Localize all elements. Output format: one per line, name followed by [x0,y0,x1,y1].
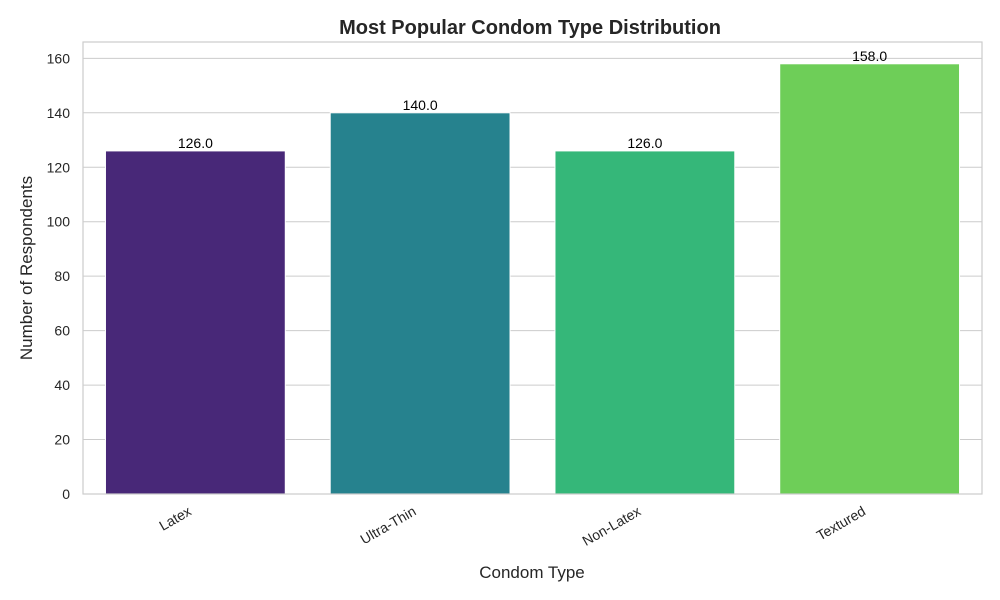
y-axis-label: Number of Respondents [17,176,36,360]
y-tick-label: 160 [47,50,71,66]
bar-ultra-thin [329,112,511,495]
bar-value-label: 126.0 [627,135,662,151]
x-tick-label: Non-Latex [579,503,643,549]
bar-textured [779,63,961,495]
bar-value-label: 126.0 [178,135,213,151]
y-tick-label: 120 [47,159,71,175]
plot-frame [82,41,983,495]
x-tick-labels: Latex Ultra-Thin Non-Latex Textured [156,503,868,549]
x-tick-label: Latex [156,503,194,534]
x-axis-label: Condom Type [479,563,585,582]
x-tick-label: Textured [814,503,869,544]
bar-value-label: 158.0 [852,48,887,64]
y-tick-label: 140 [47,105,71,121]
bar-value-labels: 126.0 140.0 126.0 158.0 [178,48,887,151]
y-tick-label: 0 [62,486,70,502]
x-tick-label: Ultra-Thin [357,503,418,548]
bar-value-label: 140.0 [403,97,438,113]
y-tick-label: 60 [54,323,70,339]
bars [104,63,961,495]
y-tick-label: 20 [54,432,70,448]
y-tick-label: 100 [47,214,71,230]
y-tick-label: 80 [54,268,70,284]
chart-title: Most Popular Condom Type Distribution [339,17,721,39]
bar-non-latex [554,150,736,495]
y-tick-label: 40 [54,377,70,393]
bar-latex [104,150,286,495]
y-tick-labels: 0 20 40 60 80 100 120 140 160 [47,50,71,502]
